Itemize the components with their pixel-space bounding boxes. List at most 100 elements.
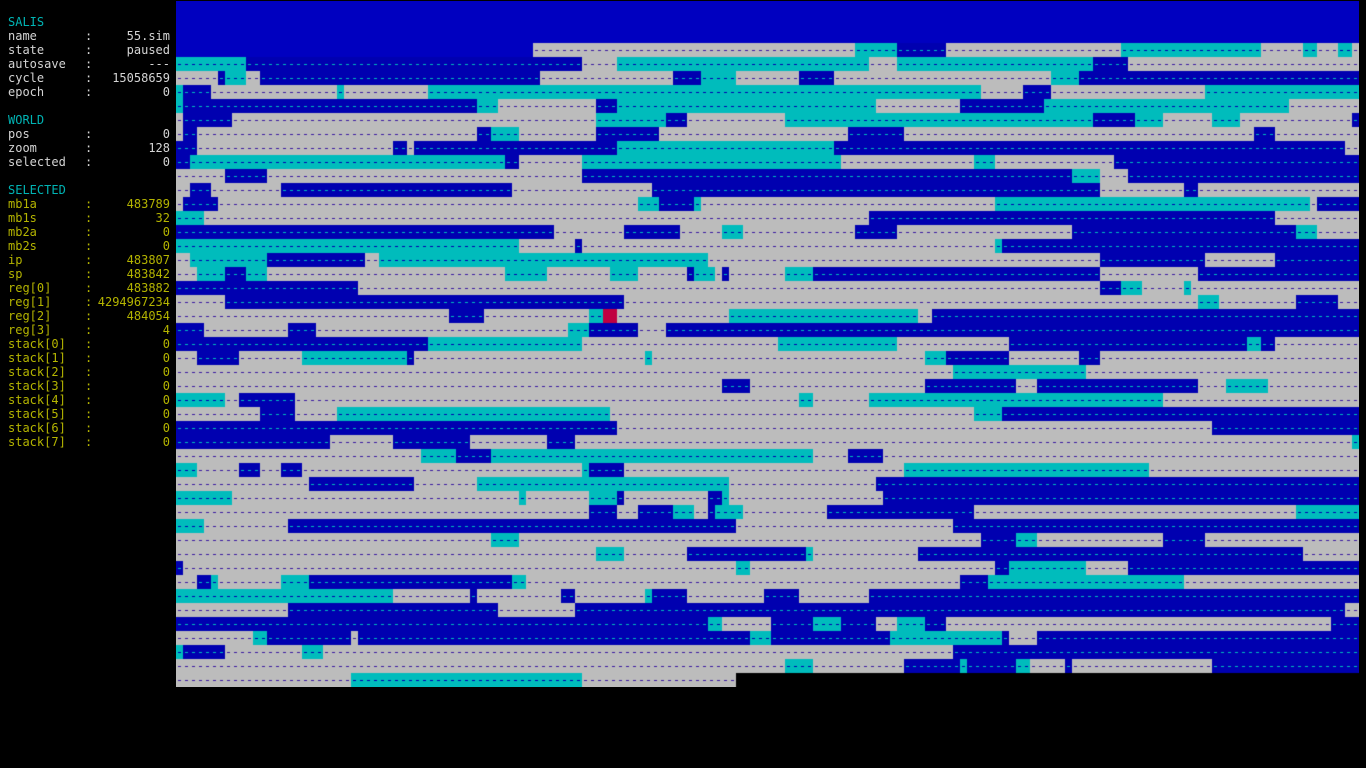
field-value: 0 — [162, 337, 170, 351]
field-pos: pos: 0 — [8, 127, 172, 141]
field-label: name — [8, 29, 37, 43]
field-separator: : — [85, 295, 93, 309]
field-reg3: reg[3]: 4 — [8, 323, 172, 337]
field-label: reg[2] — [8, 309, 52, 323]
field-value: 0 — [162, 365, 170, 379]
field-mb2s: mb2s: 0 — [8, 239, 172, 253]
field-value: 0 — [162, 155, 170, 169]
field-value: 4 — [162, 323, 170, 337]
salis-header: SALIS — [8, 15, 45, 29]
field-separator: : — [85, 407, 93, 421]
field-separator: : — [85, 127, 93, 141]
field-label: stack[0] — [8, 337, 66, 351]
field-label: cycle — [8, 71, 45, 85]
field-label: selected — [8, 155, 66, 169]
field-separator: : — [85, 365, 93, 379]
field-value: 0 — [162, 127, 170, 141]
field-value: 0 — [162, 435, 170, 449]
field-value: 483789 — [126, 197, 170, 211]
field-value: 0 — [162, 421, 170, 435]
field-state: state: paused — [8, 43, 172, 57]
field-separator: : — [85, 239, 93, 253]
field-separator: : — [85, 309, 93, 323]
field-separator: : — [85, 323, 93, 337]
field-ip: ip: 483807 — [8, 253, 172, 267]
field-value: 484054 — [126, 309, 170, 323]
field-stack7: stack[7]: 0 — [8, 435, 172, 449]
field-label: mb2a — [8, 225, 37, 239]
field-label: stack[5] — [8, 407, 66, 421]
field-value: 0 — [162, 379, 170, 393]
field-label: sp — [8, 267, 23, 281]
field-label: reg[1] — [8, 295, 52, 309]
field-label: state — [8, 43, 45, 57]
field-stack5: stack[5]: 0 — [8, 407, 172, 421]
field-sp: sp: 483842 — [8, 267, 172, 281]
field-stack0: stack[0]: 0 — [8, 337, 172, 351]
field-mb1a: mb1a: 483789 — [8, 197, 172, 211]
field-epoch: epoch: 0 — [8, 85, 172, 99]
field-value: 0 — [162, 393, 170, 407]
field-value: 0 — [162, 407, 170, 421]
field-separator: : — [85, 351, 93, 365]
field-label: stack[2] — [8, 365, 66, 379]
field-separator: : — [85, 281, 93, 295]
world-header: WORLD — [8, 113, 45, 127]
field-value: 0 — [162, 225, 170, 239]
field-separator: : — [85, 155, 93, 169]
field-value: 4294967234 — [97, 295, 170, 309]
field-separator: : — [85, 225, 93, 239]
field-label: zoom — [8, 141, 37, 155]
field-value: 0 — [162, 85, 170, 99]
field-label: mb1a — [8, 197, 37, 211]
field-separator: : — [85, 197, 93, 211]
field-separator: : — [85, 43, 93, 57]
field-name: name: 55.sim — [8, 29, 172, 43]
field-value: 0 — [162, 239, 170, 253]
field-separator: : — [85, 267, 93, 281]
field-zoom: zoom: 128 — [8, 141, 172, 155]
field-separator: : — [85, 421, 93, 435]
field-label: pos — [8, 127, 30, 141]
salis-section: name:55.sim state: paused autosave: --- cycle… — [8, 29, 172, 99]
field-reg0: reg[0]: 483882 — [8, 281, 172, 295]
memory-map[interactable] — [176, 1, 1359, 687]
field-autosave: autosave: --- — [8, 57, 172, 71]
field-mb2a: mb2a: 0 — [8, 225, 172, 239]
field-separator: : — [85, 435, 93, 449]
field-stack2: stack[2]: 0 — [8, 365, 172, 379]
field-selected: selected: 0 — [8, 155, 172, 169]
field-label: ip — [8, 253, 23, 267]
field-value: 483882 — [126, 281, 170, 295]
field-separator: : — [85, 71, 93, 85]
field-stack3: stack[3]: 0 — [8, 379, 172, 393]
selected-section: mb1a:483789 mb1s:32 mb2a:0 mb2s:0 ip:483807 s… — [8, 197, 172, 449]
field-label: epoch — [8, 85, 45, 99]
field-stack6: stack[6]: 0 — [8, 421, 172, 435]
field-value: 0 — [162, 351, 170, 365]
field-label: stack[3] — [8, 379, 66, 393]
field-label: mb1s — [8, 211, 37, 225]
field-value: 32 — [155, 211, 170, 225]
field-label: stack[6] — [8, 421, 66, 435]
field-separator: : — [85, 29, 93, 43]
field-separator: : — [85, 337, 93, 351]
field-label: autosave — [8, 57, 66, 71]
field-label: reg[0] — [8, 281, 52, 295]
field-separator: : — [85, 253, 93, 267]
selected-header: SELECTED — [8, 183, 66, 197]
field-label: stack[7] — [8, 435, 66, 449]
field-label: reg[3] — [8, 323, 52, 337]
field-label: stack[4] — [8, 393, 66, 407]
field-value: 128 — [148, 141, 170, 155]
field-value: 483842 — [126, 267, 170, 281]
field-separator: : — [85, 141, 93, 155]
world-section: pos: 0 zoom: 128 selected: 0 — [8, 127, 172, 169]
field-value: 483807 — [126, 253, 170, 267]
field-value: 15058659 — [112, 71, 170, 85]
field-cycle: cycle: 15058659 — [8, 71, 172, 85]
field-reg1: reg[1]:4294967234 — [8, 295, 172, 309]
field-value: paused — [126, 43, 170, 57]
field-separator: : — [85, 57, 93, 71]
field-label: mb2s — [8, 239, 37, 253]
